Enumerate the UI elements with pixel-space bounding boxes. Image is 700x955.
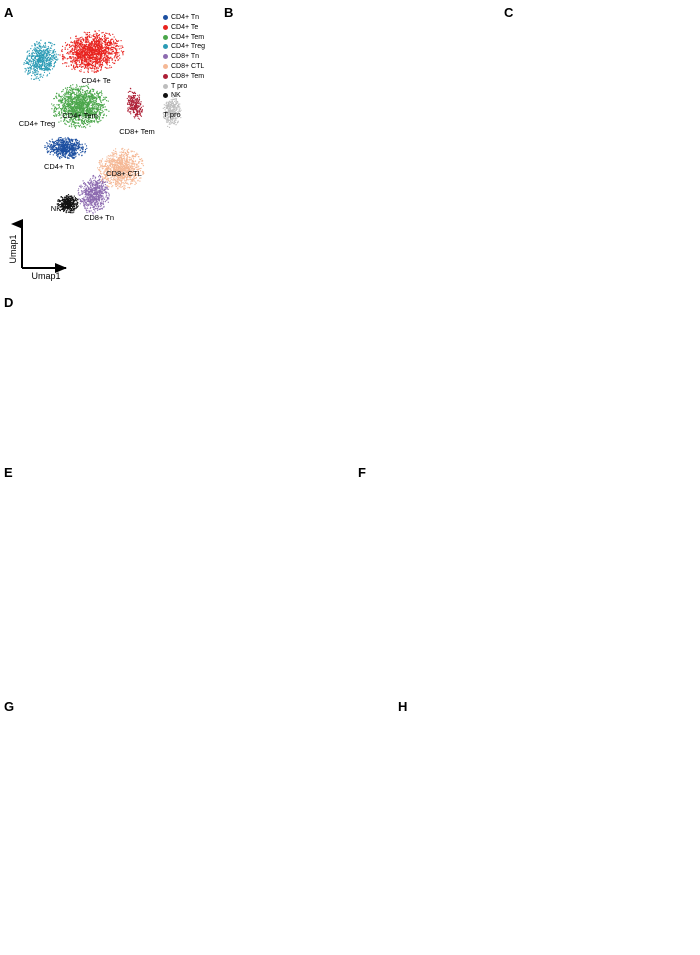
panel-a-legend-item: CD4+ Treg	[163, 43, 205, 50]
panel-a-legend: CD4+ Tn CD4+ Te CD4+ Tem CD4+ Treg CD8+ Tn CD…	[163, 14, 205, 102]
legend-label: CD8+ CTL	[171, 62, 205, 70]
panel-c-pies	[504, 6, 700, 291]
legend-label: CD4+ Tem	[171, 33, 205, 41]
panel-a-legend-item: CD4+ Tem	[163, 34, 205, 41]
panel-d-ecdf	[4, 296, 696, 461]
panel-f-letter: F	[358, 465, 366, 480]
legend-color-dot	[163, 54, 168, 60]
panel-d-letter: D	[4, 295, 14, 310]
panel-h-immunofluorescence	[398, 700, 698, 954]
legend-label: NK	[171, 92, 181, 100]
umap-x-axis-label: Umap1	[31, 271, 60, 281]
panel-e-upset	[4, 466, 354, 684]
legend-label: CD8+ Tem	[171, 72, 205, 80]
panel-a-legend-item: CD4+ Tn	[163, 14, 205, 21]
legend-label: CD8+ Tn	[171, 53, 200, 61]
panel-a-legend-item: CD4+ Te	[163, 24, 205, 31]
panel-c-letter: C	[504, 5, 514, 20]
legend-label: CD4+ Te	[171, 23, 199, 31]
panel-a-letter: A	[4, 5, 14, 20]
legend-color-dot	[163, 93, 168, 99]
panel-b-letter: B	[224, 5, 234, 20]
panel-a-legend-item: T pro	[163, 83, 205, 90]
panel-b-heatmap	[224, 6, 504, 291]
panel-a-legend-item: CD8+ Tn	[163, 53, 205, 60]
legend-color-dot	[163, 63, 168, 69]
panel-a-legend-item: NK	[163, 92, 205, 99]
panel-g-letter: G	[4, 699, 15, 714]
panel-e-letter: E	[4, 465, 13, 480]
panel-a-legend-item: CD8+ Tem	[163, 73, 205, 80]
panel-a-legend-item: CD8+ CTL	[163, 63, 205, 70]
legend-color-dot	[163, 73, 168, 79]
legend-label: CD4+ Treg	[171, 43, 206, 51]
legend-color-dot	[163, 15, 168, 20]
legend-color-dot	[163, 44, 168, 50]
legend-color-dot	[163, 24, 168, 30]
panel-f-goplot	[358, 466, 698, 684]
legend-label: T pro	[171, 82, 188, 90]
panel-h-letter: H	[398, 699, 408, 714]
legend-color-dot	[163, 83, 168, 89]
panel-g-pseudotime	[4, 686, 399, 954]
legend-label: CD4+ Tn	[171, 14, 200, 21]
umap-y-axis-label: Umap1	[8, 234, 18, 263]
legend-color-dot	[163, 34, 168, 40]
